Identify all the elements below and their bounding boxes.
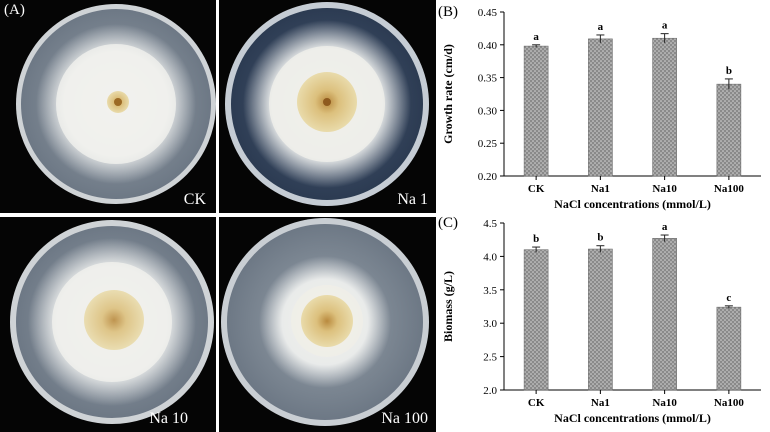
bar-na1 xyxy=(588,248,613,391)
x-tick-label: Na1 xyxy=(591,397,610,409)
y-tick-label: 3.5 xyxy=(483,285,497,297)
plate-photo-na10: Na 10 xyxy=(0,217,216,432)
y-tick-label: 0.20 xyxy=(478,171,498,183)
petri-dish-na100 xyxy=(221,218,429,426)
plate-photo-ck: CK xyxy=(0,0,216,213)
y-tick-label: 0.25 xyxy=(478,138,498,150)
x-tick-label: Na1 xyxy=(591,183,610,195)
panel-a-photos: CK Na 1 Na 10 Na 100 (A xyxy=(0,0,436,432)
bar-ck xyxy=(523,249,549,391)
biomass-chart: (C) 2.0 2.5 3.0 3.5 4.0 4.5 b CK b Na1 a Na10 c Na100N… xyxy=(438,215,761,425)
x-tick-label: CK xyxy=(528,397,545,409)
x-tick-label: Na10 xyxy=(652,183,677,195)
x-tick-label: Na100 xyxy=(714,397,744,409)
x-tick-label: Na10 xyxy=(652,397,677,409)
plate-label-ck: CK xyxy=(183,191,206,208)
panel-label-a: (A) xyxy=(4,2,25,18)
bar-na100 xyxy=(716,306,742,391)
plate-photo-na1: Na 1 xyxy=(219,0,436,213)
y-tick-label: 2.0 xyxy=(483,385,497,397)
significance-letter: a xyxy=(598,21,604,33)
y-tick-label: 2.5 xyxy=(483,352,497,364)
x-tick-label: CK xyxy=(528,183,545,195)
significance-letter: b xyxy=(597,232,603,244)
bar-ck xyxy=(523,45,549,177)
y-tick-label: 4.0 xyxy=(483,251,497,263)
significance-letter: b xyxy=(726,65,732,77)
bar-na1 xyxy=(588,38,613,177)
bar-na100 xyxy=(716,83,742,177)
x-axis-title: NaCl concentrations (mmol/L) xyxy=(554,197,711,211)
y-tick-label: 3.0 xyxy=(483,318,497,330)
y-tick-label: 0.45 xyxy=(478,7,498,19)
significance-letter: a xyxy=(662,221,668,233)
significance-letter: a xyxy=(533,31,539,43)
bar-na10 xyxy=(652,238,677,391)
panel-label: (B) xyxy=(438,4,458,20)
significance-letter: b xyxy=(533,233,539,245)
petri-dish-na10 xyxy=(10,220,214,424)
y-tick-label: 0.40 xyxy=(478,40,498,52)
petri-dish-na1 xyxy=(225,2,429,206)
panel-label: (C) xyxy=(438,215,458,231)
significance-letter: a xyxy=(662,20,668,32)
petri-dish-ck xyxy=(16,4,216,204)
plate-label-na100: Na 100 xyxy=(381,410,428,427)
plate-photo-na100: Na 100 xyxy=(219,217,436,432)
plate-label-na1: Na 1 xyxy=(397,191,428,208)
y-tick-label: 0.35 xyxy=(478,73,498,85)
y-axis-title: Biomass (g/L) xyxy=(441,271,455,342)
significance-letter: c xyxy=(726,292,731,304)
y-axis-title: Growth rate (cm/d) xyxy=(441,44,455,144)
y-tick-label: 0.30 xyxy=(478,105,498,117)
y-tick-label: 4.5 xyxy=(483,218,497,230)
x-axis-title: NaCl concentrations (mmol/L) xyxy=(554,411,711,425)
growth-rate-chart: (B) 0.20 0.25 0.30 0.35 0.40 0.45 a CK a Na1 a Na10 b… xyxy=(438,4,761,211)
bar-na10 xyxy=(652,37,677,177)
x-tick-label: Na100 xyxy=(714,183,744,195)
plate-label-na10: Na 10 xyxy=(149,410,188,427)
